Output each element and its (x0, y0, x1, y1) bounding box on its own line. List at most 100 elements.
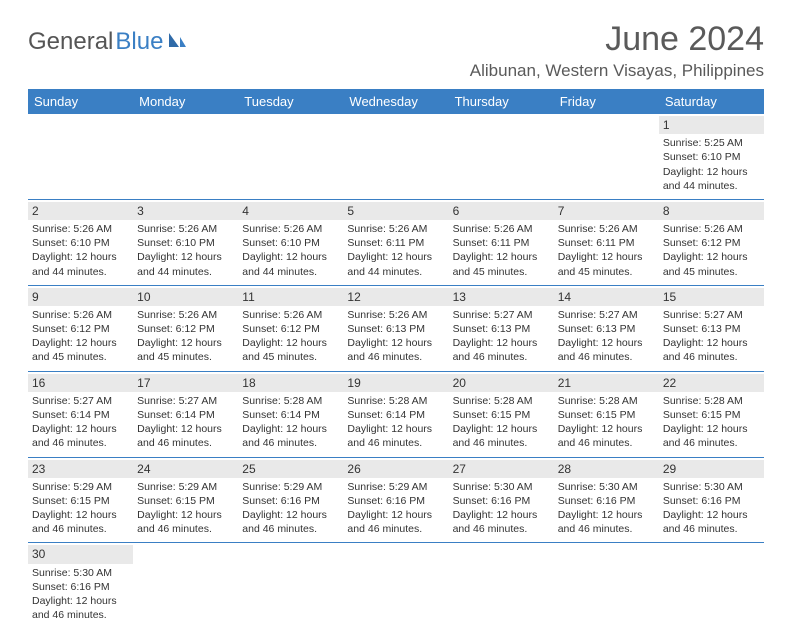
sunrise-text: Sunrise: 5:27 AM (453, 308, 550, 322)
daylight-text: and 46 minutes. (453, 350, 550, 364)
sunset-text: Sunset: 6:16 PM (453, 494, 550, 508)
daylight-text: Daylight: 12 hours (242, 422, 339, 436)
sunset-text: Sunset: 6:16 PM (242, 494, 339, 508)
day-number: 26 (343, 460, 448, 478)
sunset-text: Sunset: 6:15 PM (32, 494, 129, 508)
calendar-day-cell: 28Sunrise: 5:30 AMSunset: 6:16 PMDayligh… (554, 457, 659, 543)
sunrise-text: Sunrise: 5:30 AM (663, 480, 760, 494)
sunset-text: Sunset: 6:16 PM (558, 494, 655, 508)
daylight-text: and 46 minutes. (137, 522, 234, 536)
day-number: 29 (659, 460, 764, 478)
day-number: 27 (449, 460, 554, 478)
daylight-text: Daylight: 12 hours (32, 594, 129, 608)
daylight-text: Daylight: 12 hours (137, 508, 234, 522)
day-number: 25 (238, 460, 343, 478)
daylight-text: Daylight: 12 hours (453, 508, 550, 522)
calendar-day-cell (449, 114, 554, 199)
daylight-text: and 46 minutes. (663, 522, 760, 536)
sunrise-text: Sunrise: 5:26 AM (137, 308, 234, 322)
calendar-day-cell: 19Sunrise: 5:28 AMSunset: 6:14 PMDayligh… (343, 371, 448, 457)
weekday-header: Tuesday (238, 89, 343, 114)
logo-text-blue: Blue (115, 28, 163, 56)
sunset-text: Sunset: 6:10 PM (242, 236, 339, 250)
day-number: 5 (343, 202, 448, 220)
sunset-text: Sunset: 6:16 PM (347, 494, 444, 508)
daylight-text: Daylight: 12 hours (663, 165, 760, 179)
sunrise-text: Sunrise: 5:27 AM (137, 394, 234, 408)
daylight-text: Daylight: 12 hours (663, 336, 760, 350)
calendar-week-row: 23Sunrise: 5:29 AMSunset: 6:15 PMDayligh… (28, 457, 764, 543)
calendar-week-row: 2Sunrise: 5:26 AMSunset: 6:10 PMDaylight… (28, 199, 764, 285)
daylight-text: and 46 minutes. (347, 350, 444, 364)
day-number: 17 (133, 374, 238, 392)
calendar-day-cell: 21Sunrise: 5:28 AMSunset: 6:15 PMDayligh… (554, 371, 659, 457)
sunrise-text: Sunrise: 5:30 AM (558, 480, 655, 494)
sunset-text: Sunset: 6:10 PM (32, 236, 129, 250)
day-number: 21 (554, 374, 659, 392)
calendar-body: 1Sunrise: 5:25 AMSunset: 6:10 PMDaylight… (28, 114, 764, 628)
day-number: 2 (28, 202, 133, 220)
sunrise-text: Sunrise: 5:26 AM (663, 222, 760, 236)
day-number: 19 (343, 374, 448, 392)
calendar-day-cell: 2Sunrise: 5:26 AMSunset: 6:10 PMDaylight… (28, 199, 133, 285)
sunrise-text: Sunrise: 5:30 AM (32, 566, 129, 580)
calendar-day-cell: 13Sunrise: 5:27 AMSunset: 6:13 PMDayligh… (449, 285, 554, 371)
daylight-text: Daylight: 12 hours (558, 508, 655, 522)
sunrise-text: Sunrise: 5:27 AM (663, 308, 760, 322)
daylight-text: and 46 minutes. (558, 522, 655, 536)
calendar-day-cell: 11Sunrise: 5:26 AMSunset: 6:12 PMDayligh… (238, 285, 343, 371)
sunset-text: Sunset: 6:13 PM (453, 322, 550, 336)
daylight-text: and 45 minutes. (453, 265, 550, 279)
sunrise-text: Sunrise: 5:26 AM (32, 222, 129, 236)
sunrise-text: Sunrise: 5:28 AM (453, 394, 550, 408)
daylight-text: and 46 minutes. (453, 436, 550, 450)
calendar-day-cell: 30Sunrise: 5:30 AMSunset: 6:16 PMDayligh… (28, 543, 133, 628)
sunset-text: Sunset: 6:13 PM (663, 322, 760, 336)
title-block: June 2024 Alibunan, Western Visayas, Phi… (470, 20, 764, 81)
daylight-text: and 44 minutes. (32, 265, 129, 279)
sunrise-text: Sunrise: 5:26 AM (347, 308, 444, 322)
day-number: 11 (238, 288, 343, 306)
calendar-day-cell: 17Sunrise: 5:27 AMSunset: 6:14 PMDayligh… (133, 371, 238, 457)
weekday-header: Wednesday (343, 89, 448, 114)
sunset-text: Sunset: 6:16 PM (663, 494, 760, 508)
sunset-text: Sunset: 6:14 PM (347, 408, 444, 422)
calendar-week-row: 1Sunrise: 5:25 AMSunset: 6:10 PMDaylight… (28, 114, 764, 199)
daylight-text: and 46 minutes. (347, 436, 444, 450)
daylight-text: and 46 minutes. (663, 436, 760, 450)
sunrise-text: Sunrise: 5:29 AM (32, 480, 129, 494)
sunrise-text: Sunrise: 5:26 AM (242, 308, 339, 322)
location-text: Alibunan, Western Visayas, Philippines (470, 61, 764, 81)
day-number: 3 (133, 202, 238, 220)
sunset-text: Sunset: 6:15 PM (453, 408, 550, 422)
day-number: 1 (659, 116, 764, 134)
daylight-text: and 46 minutes. (32, 436, 129, 450)
calendar-day-cell: 16Sunrise: 5:27 AMSunset: 6:14 PMDayligh… (28, 371, 133, 457)
sunrise-text: Sunrise: 5:30 AM (453, 480, 550, 494)
daylight-text: Daylight: 12 hours (32, 422, 129, 436)
calendar-day-cell (449, 543, 554, 628)
calendar-day-cell: 23Sunrise: 5:29 AMSunset: 6:15 PMDayligh… (28, 457, 133, 543)
calendar-week-row: 9Sunrise: 5:26 AMSunset: 6:12 PMDaylight… (28, 285, 764, 371)
daylight-text: and 46 minutes. (558, 350, 655, 364)
day-number: 24 (133, 460, 238, 478)
daylight-text: Daylight: 12 hours (347, 422, 444, 436)
weekday-header: Saturday (659, 89, 764, 114)
sunset-text: Sunset: 6:11 PM (558, 236, 655, 250)
calendar-day-cell: 14Sunrise: 5:27 AMSunset: 6:13 PMDayligh… (554, 285, 659, 371)
sunset-text: Sunset: 6:15 PM (663, 408, 760, 422)
daylight-text: and 46 minutes. (137, 436, 234, 450)
calendar-day-cell: 22Sunrise: 5:28 AMSunset: 6:15 PMDayligh… (659, 371, 764, 457)
day-number: 4 (238, 202, 343, 220)
calendar-day-cell (238, 114, 343, 199)
sunset-text: Sunset: 6:12 PM (663, 236, 760, 250)
calendar-day-cell: 29Sunrise: 5:30 AMSunset: 6:16 PMDayligh… (659, 457, 764, 543)
calendar-day-cell (133, 114, 238, 199)
day-number: 22 (659, 374, 764, 392)
sunrise-text: Sunrise: 5:28 AM (242, 394, 339, 408)
daylight-text: and 46 minutes. (32, 608, 129, 622)
daylight-text: Daylight: 12 hours (137, 336, 234, 350)
calendar-day-cell (554, 543, 659, 628)
calendar-day-cell: 15Sunrise: 5:27 AMSunset: 6:13 PMDayligh… (659, 285, 764, 371)
daylight-text: Daylight: 12 hours (453, 250, 550, 264)
